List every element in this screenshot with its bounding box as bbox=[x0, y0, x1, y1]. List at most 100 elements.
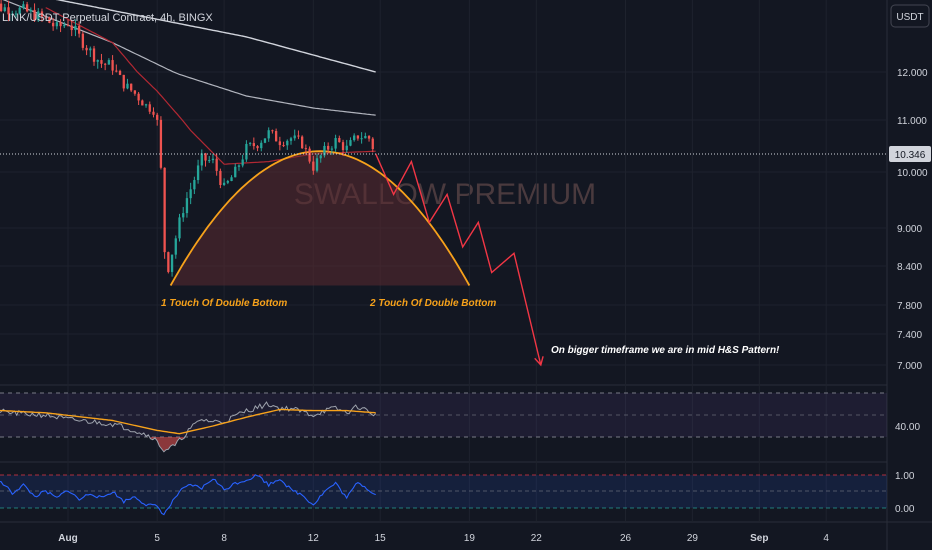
candle-body bbox=[278, 141, 282, 146]
candle-body bbox=[25, 4, 29, 12]
candle-body bbox=[271, 130, 274, 132]
candle-body bbox=[189, 189, 192, 199]
chart-title: LINK/USDT Perpetual Contract, 4h, BINGX bbox=[2, 12, 213, 24]
currency-button-label[interactable]: USDT bbox=[896, 12, 923, 23]
candle-body bbox=[245, 143, 248, 160]
candle-body bbox=[170, 254, 174, 272]
candle-body bbox=[77, 25, 81, 34]
rsi-ma-line bbox=[0, 408, 376, 435]
candlesticks bbox=[0, 0, 374, 277]
candle-body bbox=[104, 63, 107, 65]
candle-body bbox=[360, 138, 363, 140]
candle-body bbox=[48, 17, 51, 23]
time-tick-label: Sep bbox=[750, 533, 768, 544]
sma-slow-line bbox=[55, 0, 376, 73]
sma-mid-line bbox=[2, 0, 376, 116]
candle-body bbox=[330, 148, 334, 150]
time-tick-label: 29 bbox=[687, 533, 699, 544]
time-tick-label: 12 bbox=[308, 533, 320, 544]
candle-body bbox=[63, 24, 66, 27]
candle-body bbox=[178, 217, 181, 239]
candle-body bbox=[193, 180, 196, 190]
candle-body bbox=[252, 143, 255, 147]
candle-body bbox=[133, 90, 137, 94]
candle-body bbox=[185, 198, 189, 214]
projection-arrowhead bbox=[534, 356, 544, 367]
price-tick-label: 7.800 bbox=[897, 301, 922, 312]
candle-body bbox=[267, 130, 270, 139]
candle-body bbox=[300, 136, 304, 149]
candle-body bbox=[174, 238, 177, 255]
candle-body bbox=[11, 13, 14, 15]
candle-body bbox=[234, 166, 237, 178]
candle-body bbox=[200, 153, 203, 166]
time-tick-label: 15 bbox=[375, 533, 387, 544]
candle-body bbox=[222, 182, 226, 185]
price-tick-label: 10.000 bbox=[897, 168, 928, 179]
candle-body bbox=[282, 145, 285, 147]
arc-line bbox=[169, 150, 471, 286]
oscillator-line bbox=[0, 474, 376, 516]
candle-body bbox=[126, 83, 129, 89]
candle-body bbox=[349, 140, 352, 146]
candle-body bbox=[92, 48, 96, 62]
time-tick-label: 8 bbox=[221, 533, 227, 544]
time-tick-label: 4 bbox=[823, 533, 829, 544]
last-price-value: 10.346 bbox=[895, 150, 926, 161]
candle-body bbox=[44, 16, 47, 18]
candle-body bbox=[286, 140, 289, 146]
candle-body bbox=[345, 145, 348, 151]
candle-body bbox=[7, 7, 10, 15]
candle-body bbox=[14, 13, 18, 15]
candle-body bbox=[256, 146, 259, 149]
candle-body bbox=[111, 60, 114, 71]
candle-body bbox=[156, 114, 159, 120]
candle-body bbox=[215, 158, 218, 171]
time-tick-label: Aug bbox=[58, 533, 77, 544]
candle-body bbox=[51, 22, 55, 27]
last-price-badge: 10.346 bbox=[889, 146, 931, 163]
candle-body bbox=[137, 93, 140, 101]
price-axis: 12.000 11.000 10.000 9.000 8.400 7.800 7.400 7.… bbox=[897, 68, 928, 372]
time-axis: 29Aug58121519222629Sep4 bbox=[58, 533, 829, 544]
price-tick-label: 12.000 bbox=[897, 68, 928, 79]
candle-body bbox=[130, 83, 133, 91]
price-tick-label: 9.000 bbox=[897, 224, 922, 235]
price-tick-label: 7.400 bbox=[897, 330, 922, 341]
candle-body bbox=[152, 111, 155, 115]
candle-body bbox=[341, 142, 345, 151]
candle-body bbox=[263, 138, 267, 143]
oscillator-axis-label-lower: 0.00 bbox=[895, 504, 915, 515]
candle-body bbox=[33, 9, 36, 21]
candle-body bbox=[40, 11, 44, 17]
candle-body bbox=[327, 145, 330, 150]
candle-body bbox=[37, 11, 40, 21]
candle-body bbox=[118, 70, 122, 75]
second-touch-label: 2 Touch Of Double Bottom bbox=[369, 298, 496, 309]
candle-body bbox=[107, 60, 111, 65]
candle-body bbox=[96, 60, 99, 62]
candle-body bbox=[208, 160, 211, 162]
first-touch-label: 1 Touch Of Double Bottom bbox=[161, 298, 287, 309]
candle-body bbox=[122, 74, 125, 89]
currency-button[interactable]: USDT bbox=[890, 4, 930, 28]
time-tick-label: 26 bbox=[620, 533, 632, 544]
candle-body bbox=[356, 135, 360, 139]
candle-body bbox=[100, 60, 103, 64]
price-tick-label: 11.000 bbox=[897, 116, 927, 127]
currency-button-border[interactable] bbox=[890, 4, 930, 28]
candle-body bbox=[55, 22, 59, 27]
candle-body bbox=[230, 177, 233, 182]
candle-body bbox=[29, 9, 32, 12]
oscillator-indicator bbox=[0, 474, 376, 516]
candle-body bbox=[141, 100, 144, 106]
candle-body bbox=[289, 138, 293, 141]
time-tick-label: 22 bbox=[531, 533, 543, 544]
candle-body bbox=[312, 161, 315, 171]
candle-body bbox=[148, 104, 151, 112]
rsi-indicator bbox=[0, 401, 377, 453]
candle-body bbox=[0, 3, 3, 11]
candle-body bbox=[196, 165, 200, 181]
